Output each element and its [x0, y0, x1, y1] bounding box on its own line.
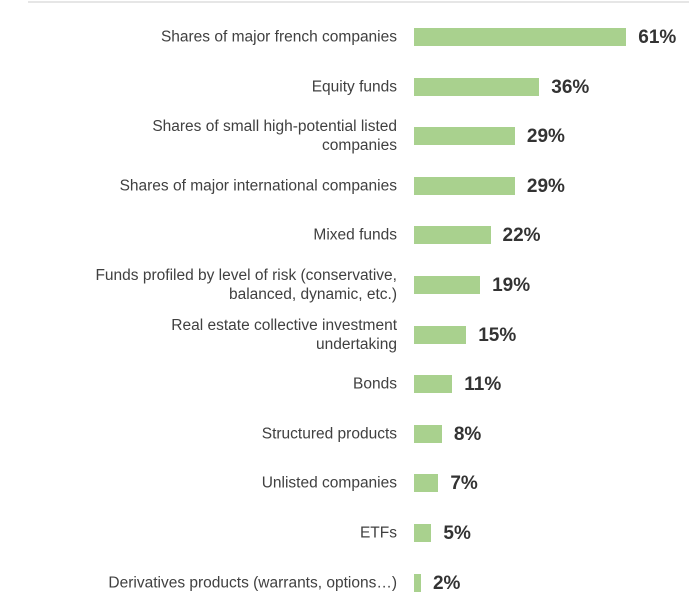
category-label: Shares of major french companies [160, 28, 397, 46]
value-label: 29% [526, 175, 565, 197]
value-label: 61% [638, 27, 677, 48]
value-label: 29% [526, 126, 565, 148]
category-label: Structured products [261, 425, 397, 443]
category-label: Shares of major international companies [119, 177, 397, 195]
value-label: 11% [464, 374, 502, 396]
value-label: 36% [551, 76, 590, 98]
category-label: Shares of small high-potential listed co… [152, 118, 397, 155]
value-label: 19% [492, 275, 531, 296]
value-label: 8% [453, 423, 482, 445]
value-label: 15% [478, 324, 517, 346]
bar [414, 77, 540, 96]
bar [414, 325, 467, 344]
value-label: 5% [443, 523, 471, 544]
category-label: Derivatives products (warrants, options…… [108, 574, 397, 592]
bar [414, 524, 432, 542]
value-label: 7% [450, 473, 478, 495]
category-label: Unlisted companies [261, 474, 397, 492]
category-label: Funds profiled by level of risk (conserv… [95, 267, 397, 303]
bar [414, 28, 627, 46]
category-label: Real estate collective investment undert… [171, 316, 397, 353]
value-label: 2% [432, 572, 461, 594]
category-label: Equity funds [311, 78, 397, 96]
top-border [28, 1, 689, 3]
bar [414, 276, 481, 294]
value-label: 22% [502, 225, 541, 247]
category-label: Bonds [353, 375, 397, 393]
category-label: Mixed funds [313, 226, 397, 244]
bar [414, 573, 421, 592]
bar [414, 474, 439, 493]
bar [414, 127, 515, 146]
bar [414, 375, 453, 394]
bar [414, 226, 491, 245]
bar [414, 176, 515, 195]
bar [414, 424, 442, 443]
category-label: ETFs [359, 524, 397, 542]
